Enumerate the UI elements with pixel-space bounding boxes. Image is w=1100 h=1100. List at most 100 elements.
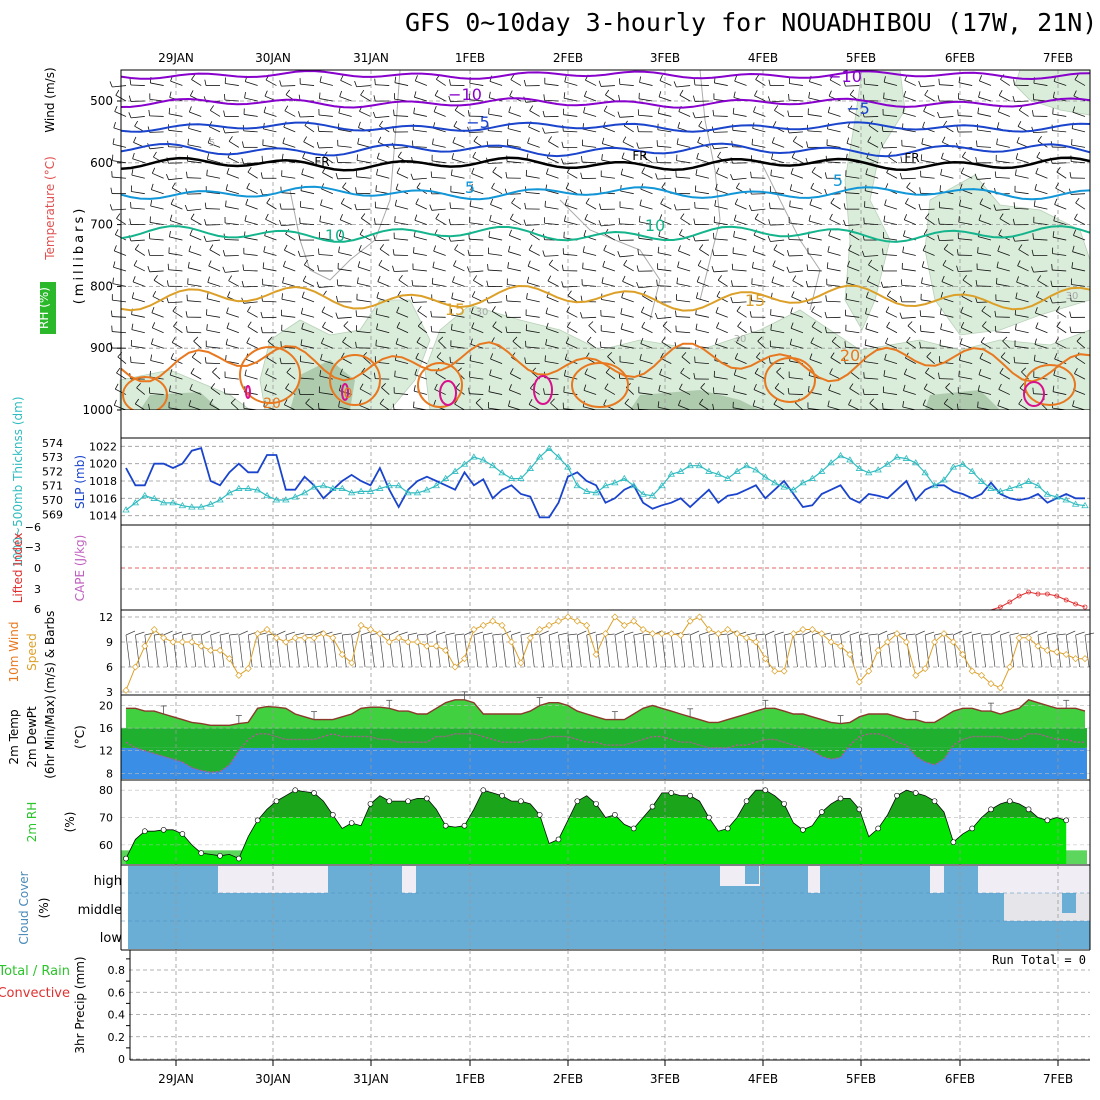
wind-barb-flag	[661, 336, 666, 343]
wind-barb	[470, 189, 484, 195]
wind-speed-marker	[978, 671, 986, 679]
precip-axis-label: 3hr Precip (mm)	[73, 956, 87, 1053]
wind-barb-flag	[340, 198, 345, 204]
wind-barb	[150, 82, 164, 86]
wind-speed-marker	[686, 617, 694, 625]
wind-barb-flag	[756, 352, 761, 358]
wind-barb-flag	[189, 229, 193, 236]
wind-barb	[243, 114, 258, 117]
wind-speed-marker	[197, 642, 205, 650]
wind-barb	[544, 206, 559, 210]
wind-barb	[567, 172, 578, 179]
surface-wind-barb-flag	[689, 630, 700, 636]
wind-barb	[469, 222, 484, 225]
wind-barb	[732, 252, 747, 256]
wind-speed-marker	[630, 617, 638, 625]
wind-barb	[545, 190, 559, 195]
wind-barb	[585, 202, 597, 210]
wind-barb	[187, 144, 202, 148]
wind-barb	[546, 173, 559, 179]
wind-barb	[526, 330, 540, 334]
wind-barb-flag	[907, 321, 913, 327]
wind-barb	[210, 110, 221, 117]
wind-barb	[112, 299, 127, 303]
wind-barb	[338, 129, 352, 133]
wind-barb-flag	[319, 76, 322, 83]
wind-barb	[770, 314, 785, 318]
wind-barb-flag	[940, 152, 944, 159]
wind-barb-flag	[919, 341, 921, 348]
wind-barb-flag	[810, 182, 814, 189]
rh-marker	[405, 798, 411, 804]
wind-barb-flag	[129, 218, 132, 225]
wind-barb-flag	[941, 275, 945, 282]
wind-barb	[694, 239, 709, 242]
wind-barb-flag	[128, 112, 132, 119]
wind-barb-flag	[508, 245, 511, 252]
wind-barb	[489, 220, 503, 225]
wind-barb-flag	[603, 105, 608, 112]
wind-barb	[188, 251, 202, 256]
wind-barb-flag	[303, 136, 308, 142]
wind-barb-flag	[340, 352, 345, 359]
wind-barb	[716, 296, 728, 303]
wind-speed-marker	[122, 686, 130, 694]
surface-wind-barb	[793, 634, 798, 668]
wind-barb	[885, 343, 898, 349]
surface-wind-barb	[849, 634, 855, 668]
wind-barb	[640, 188, 653, 195]
contour-label: −10	[828, 67, 862, 86]
wind-barb	[357, 266, 371, 272]
wind-barb-flag	[849, 89, 855, 95]
wind-barb-flag	[996, 261, 999, 268]
wind-barb-flag	[247, 167, 252, 173]
wind-barb-flag	[526, 276, 530, 283]
thickness-marker	[404, 489, 412, 496]
wind-barb-flag	[824, 188, 828, 195]
surface-wind-barb	[981, 634, 986, 668]
slp-tick: 1018	[89, 475, 117, 488]
wind-barb-flag	[676, 138, 679, 145]
rh-contour-line	[289, 69, 401, 281]
wind-barb	[208, 142, 221, 148]
wind-speed-marker	[526, 634, 534, 642]
wind-barb-flag	[866, 275, 871, 282]
wind-speed-marker	[460, 655, 468, 663]
surface-wind-barb	[802, 634, 808, 668]
wind-barb	[735, 203, 747, 210]
wind-barb-flag	[471, 322, 475, 329]
wind-speed-marker	[160, 634, 168, 642]
wind-barb-flag	[1036, 151, 1041, 158]
wind-barb	[864, 344, 879, 349]
wind-barb-flag	[131, 323, 134, 330]
wind-barb-flag	[153, 275, 158, 281]
wind-barb	[770, 208, 785, 210]
wind-barb	[168, 177, 183, 181]
wind-barb-flag	[1052, 91, 1055, 98]
wind-barb-flag	[768, 202, 771, 209]
wind-barb-flag	[379, 120, 383, 127]
wind-barb	[337, 284, 352, 287]
surface-wind-barb-flag	[906, 633, 916, 636]
isotherm-15	[120, 284, 1091, 312]
isotherm-20-loop	[417, 362, 463, 408]
wind-barb	[886, 172, 898, 179]
rh-marker	[988, 806, 994, 813]
wind-speed-marker	[536, 626, 544, 633]
bottom-date-label-30JAN: 30JAN	[255, 1072, 291, 1086]
wind-barb-flag	[373, 372, 376, 379]
wind-barb-flag	[809, 198, 813, 205]
wind-barb-flag	[414, 214, 418, 221]
wind-barb-flag	[335, 172, 339, 179]
cape-marker	[1073, 601, 1078, 607]
wind-barb-flag	[620, 323, 623, 330]
wind-barb	[676, 331, 691, 334]
wind-barb-flag	[885, 183, 889, 190]
wind-barb-flag	[281, 153, 284, 160]
wind-speed-marker	[207, 646, 215, 654]
wind-barb	[286, 372, 296, 380]
wind-barb	[136, 387, 146, 395]
thickness-marker	[874, 466, 882, 473]
wind-barb-flag	[637, 248, 639, 255]
wind-barb	[602, 266, 616, 272]
